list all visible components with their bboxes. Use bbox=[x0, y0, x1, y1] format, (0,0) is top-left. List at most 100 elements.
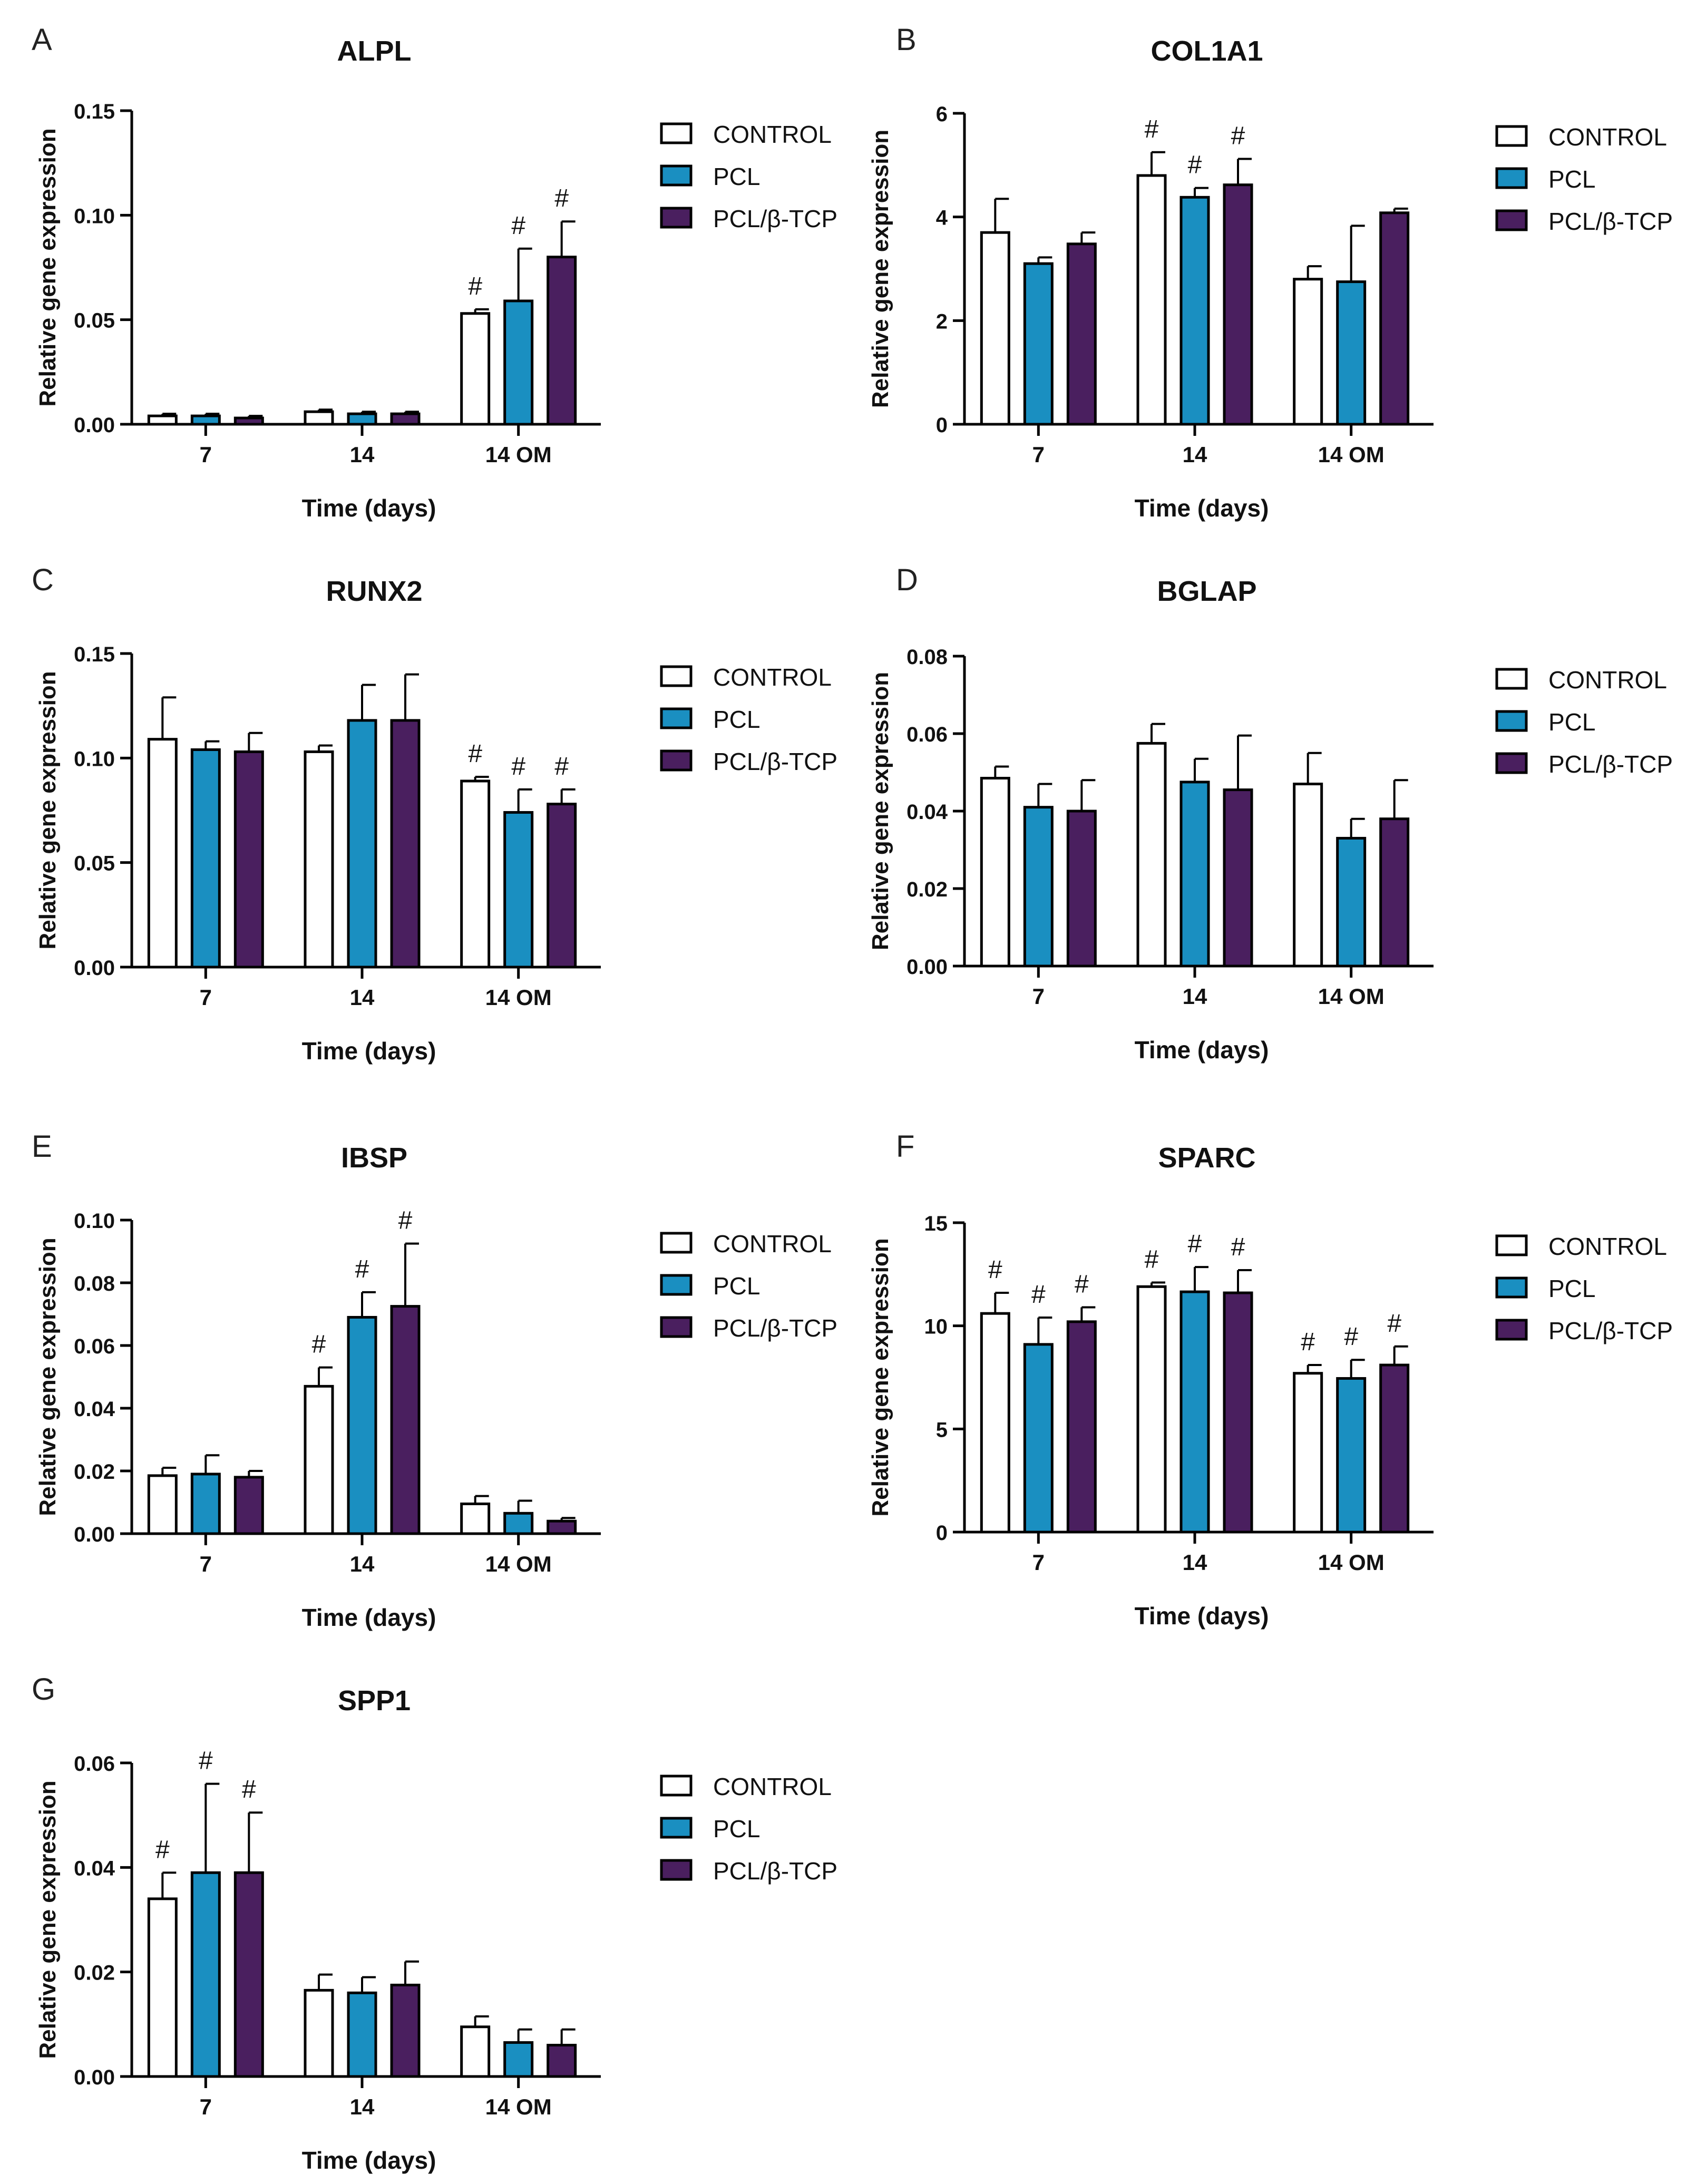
y-axis-label: Relative gene expression bbox=[867, 1238, 893, 1516]
bar-14-om-2 bbox=[1379, 817, 1410, 968]
x-axis-label: Time (days) bbox=[302, 1037, 436, 1065]
x-tick-label: 7 bbox=[1032, 984, 1045, 1009]
bar-14-om-1 bbox=[503, 299, 534, 426]
x-tick-label: 14 bbox=[1183, 442, 1207, 467]
bar-14-om-1 bbox=[503, 1512, 534, 1535]
significance-marker: # bbox=[1145, 115, 1159, 143]
x-tick-label: 14 bbox=[1183, 984, 1207, 1009]
bar-14-om-2 bbox=[1379, 211, 1410, 426]
legend-label: PCL bbox=[713, 706, 760, 733]
legend-label: CONTROL bbox=[1548, 123, 1667, 151]
significance-marker: # bbox=[1301, 1328, 1315, 1356]
y-tick-label: 0.00 bbox=[74, 2066, 115, 2089]
bar-14-0 bbox=[1136, 174, 1167, 426]
x-axis-label: Time (days) bbox=[1135, 494, 1269, 522]
bar-14-om-1 bbox=[503, 2041, 534, 2078]
y-tick-label: 2 bbox=[936, 310, 948, 333]
y-tick-label: 15 bbox=[924, 1212, 948, 1235]
bar-14-2 bbox=[1223, 1291, 1253, 1534]
x-tick-label: 14 bbox=[1183, 1550, 1207, 1575]
bar-14-0 bbox=[1136, 1285, 1167, 1534]
bar-14-om-2 bbox=[547, 2044, 577, 2078]
y-tick-label: 0.06 bbox=[74, 1752, 115, 1776]
y-axis-label: Relative gene expression bbox=[35, 671, 61, 949]
panel-letter: C bbox=[32, 563, 54, 597]
x-tick-label: 14 bbox=[350, 2094, 375, 2119]
legend-label: PCL bbox=[713, 1272, 760, 1300]
x-tick-label: 7 bbox=[200, 985, 212, 1010]
y-tick-label: 0 bbox=[936, 414, 948, 437]
legend-swatch bbox=[1495, 1319, 1528, 1341]
y-tick-label: 0.02 bbox=[74, 1460, 115, 1484]
legend-label: PCL/β-TCP bbox=[713, 205, 837, 232]
legend-swatch bbox=[660, 707, 693, 729]
significance-marker: # bbox=[511, 753, 525, 781]
bar-14-2 bbox=[390, 1305, 421, 1535]
y-tick-label: 0.08 bbox=[74, 1272, 115, 1295]
x-tick-label: 14 OM bbox=[1318, 984, 1385, 1009]
significance-marker: # bbox=[1231, 1233, 1245, 1261]
significance-marker: # bbox=[468, 272, 482, 300]
bar-7-1 bbox=[190, 414, 221, 426]
significance-marker: # bbox=[312, 1331, 326, 1359]
significance-marker: # bbox=[355, 1255, 369, 1283]
panel-letter: D bbox=[896, 563, 918, 597]
panel-letter: G bbox=[32, 1672, 55, 1707]
x-axis-label: Time (days) bbox=[302, 2147, 436, 2174]
bar-14-1 bbox=[347, 719, 377, 969]
y-axis-label: Relative gene expression bbox=[867, 672, 893, 950]
y-axis-label: Relative gene expression bbox=[867, 130, 893, 408]
y-tick-label: 0.10 bbox=[74, 1210, 115, 1233]
x-tick-label: 7 bbox=[200, 442, 212, 467]
legend-swatch bbox=[1495, 1234, 1528, 1256]
bar-14-1 bbox=[347, 1315, 377, 1535]
bar-14-0 bbox=[304, 1384, 334, 1535]
y-tick-label: 0.15 bbox=[74, 643, 115, 666]
bar-7-1 bbox=[1023, 806, 1054, 968]
bar-14-1 bbox=[1179, 781, 1210, 968]
bar-7-2 bbox=[1066, 1320, 1097, 1534]
significance-marker: # bbox=[1231, 122, 1245, 150]
bar-7-1 bbox=[190, 1871, 221, 2078]
bar-7-1 bbox=[190, 748, 221, 969]
significance-marker: # bbox=[988, 1256, 1002, 1284]
legend-label: CONTROL bbox=[1548, 666, 1667, 694]
y-tick-label: 0.02 bbox=[906, 878, 948, 901]
bar-14-2 bbox=[390, 719, 421, 969]
y-axis-label: Relative gene expression bbox=[35, 128, 61, 406]
significance-marker: # bbox=[1188, 151, 1202, 179]
legend-label: CONTROL bbox=[713, 664, 832, 691]
panel-letter: A bbox=[32, 23, 52, 57]
chart-title: SPARC bbox=[1158, 1142, 1255, 1174]
x-tick-label: 7 bbox=[200, 1552, 212, 1576]
significance-marker: # bbox=[155, 1836, 170, 1864]
significance-marker: # bbox=[242, 1776, 256, 1803]
legend-swatch bbox=[660, 164, 693, 187]
x-tick-label: 14 OM bbox=[485, 985, 552, 1010]
bar-14-om-1 bbox=[1336, 1377, 1367, 1534]
bar-14-om-0 bbox=[1293, 1372, 1323, 1534]
x-tick-label: 7 bbox=[1032, 442, 1045, 467]
x-tick-label: 14 bbox=[350, 442, 375, 467]
legend-label: CONTROL bbox=[1548, 1233, 1667, 1260]
bar-14-om-0 bbox=[1293, 278, 1323, 426]
chart-title: BGLAP bbox=[1157, 576, 1257, 607]
significance-marker: # bbox=[511, 212, 525, 240]
legend-swatch bbox=[1495, 125, 1528, 147]
legend-swatch bbox=[660, 207, 693, 229]
x-axis-label: Time (days) bbox=[302, 494, 436, 522]
bar-7-0 bbox=[147, 1897, 178, 2078]
y-tick-label: 10 bbox=[924, 1315, 948, 1339]
significance-marker: # bbox=[398, 1207, 413, 1235]
x-tick-label: 7 bbox=[1032, 1550, 1045, 1575]
significance-marker: # bbox=[554, 753, 569, 781]
y-tick-label: 0.00 bbox=[74, 414, 115, 437]
y-axis-label: Relative gene expression bbox=[35, 1237, 61, 1516]
legend-label: CONTROL bbox=[713, 1230, 832, 1257]
x-tick-label: 14 bbox=[350, 1552, 375, 1576]
x-axis-label: Time (days) bbox=[1135, 1602, 1269, 1630]
bar-14-1 bbox=[347, 1991, 377, 2078]
bar-14-0 bbox=[304, 1988, 334, 2078]
bar-14-om-1 bbox=[503, 811, 534, 969]
bar-14-2 bbox=[1223, 788, 1253, 968]
